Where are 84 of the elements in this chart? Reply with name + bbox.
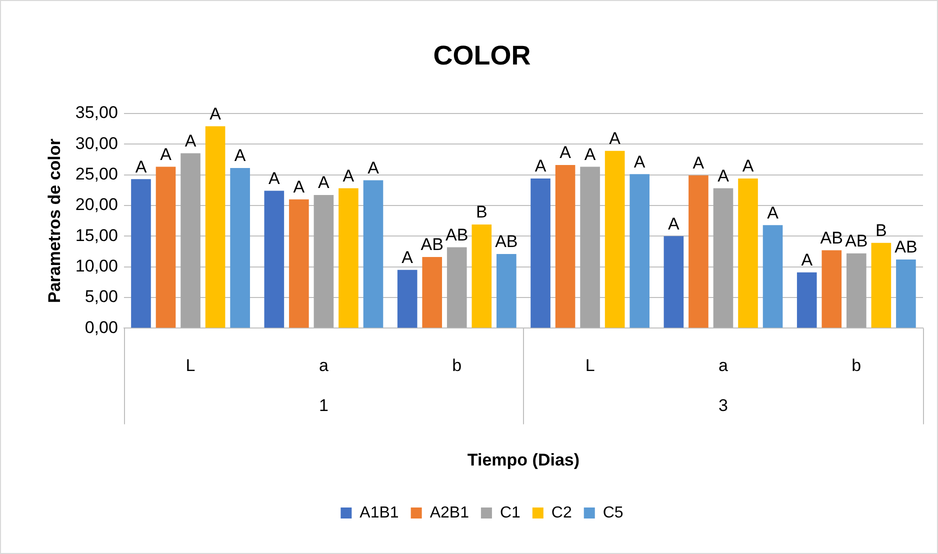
bar bbox=[363, 180, 384, 328]
data-label: A bbox=[160, 144, 172, 164]
bar bbox=[738, 178, 758, 328]
y-tick-label: 0,00 bbox=[84, 318, 118, 337]
data-label: B bbox=[476, 202, 488, 222]
bar bbox=[397, 270, 418, 328]
data-label: A bbox=[801, 250, 814, 270]
data-label: A bbox=[234, 146, 246, 166]
data-label: AB bbox=[820, 228, 843, 248]
legend-label: C5 bbox=[602, 504, 624, 522]
bar bbox=[289, 199, 309, 328]
x-tick-label: L bbox=[585, 356, 595, 376]
bar bbox=[264, 190, 284, 328]
bar bbox=[496, 254, 516, 328]
bar bbox=[446, 247, 467, 328]
data-label: A bbox=[609, 129, 622, 148]
bar bbox=[604, 150, 625, 328]
bar bbox=[422, 257, 442, 328]
x-tick-label: b bbox=[852, 356, 862, 376]
bar bbox=[156, 166, 176, 328]
data-label: A bbox=[584, 144, 596, 164]
x-axis-title: Tiempo (Dias) bbox=[467, 450, 580, 470]
y-tick-label: 10,00 bbox=[75, 256, 118, 276]
data-label: A bbox=[668, 214, 680, 234]
bar bbox=[846, 253, 866, 328]
y-tick-label: 35,00 bbox=[75, 103, 118, 122]
x-tick-label: a bbox=[318, 356, 329, 376]
y-tick-label: 25,00 bbox=[75, 164, 118, 184]
bar bbox=[871, 242, 892, 328]
data-label: A bbox=[268, 168, 280, 188]
bar bbox=[472, 224, 492, 328]
bar bbox=[131, 179, 151, 328]
y-tick-label: 15,00 bbox=[75, 226, 118, 245]
text: 3 bbox=[718, 396, 728, 415]
data-label: A bbox=[534, 156, 547, 176]
bar bbox=[580, 166, 600, 328]
legend-label: A2B1 bbox=[430, 504, 470, 522]
bar bbox=[630, 174, 650, 328]
data-label: A bbox=[742, 156, 754, 176]
x-tick-label: b bbox=[452, 356, 462, 376]
data-label: B bbox=[876, 221, 887, 240]
bar bbox=[314, 195, 334, 328]
bar bbox=[555, 164, 576, 328]
bar bbox=[180, 153, 200, 328]
text: 1 bbox=[318, 396, 328, 415]
data-label: A bbox=[402, 248, 414, 268]
bar bbox=[205, 126, 226, 328]
data-label: A bbox=[342, 166, 355, 186]
legend-label: C1 bbox=[500, 504, 521, 522]
bar bbox=[796, 272, 817, 328]
data-label: A bbox=[692, 154, 705, 173]
data-label: AB bbox=[420, 235, 444, 254]
data-label: AB bbox=[495, 232, 518, 252]
data-label: A bbox=[135, 157, 148, 176]
x-tick-label: a bbox=[718, 356, 728, 376]
data-label: AB bbox=[845, 232, 868, 251]
data-label: A bbox=[318, 173, 330, 192]
bar bbox=[664, 236, 684, 328]
legend-label: A1B1 bbox=[360, 504, 399, 522]
bar bbox=[822, 250, 842, 328]
chart-title: COLOR bbox=[433, 40, 531, 71]
data-label: A bbox=[718, 166, 730, 186]
data-label: AB bbox=[446, 225, 468, 244]
y-tick-label: 30,00 bbox=[75, 134, 118, 153]
data-label: A bbox=[767, 203, 780, 222]
data-label: A bbox=[184, 131, 197, 150]
data-label: A bbox=[368, 158, 380, 178]
x-tick-label: L bbox=[186, 356, 196, 376]
bar bbox=[896, 259, 916, 328]
bar bbox=[530, 178, 550, 328]
data-label: AB bbox=[894, 238, 918, 257]
y-tick-label: 5,00 bbox=[84, 287, 118, 306]
data-label: A bbox=[634, 152, 646, 172]
bar bbox=[688, 175, 708, 328]
bar bbox=[762, 225, 783, 328]
y-axis-title: Parametros de color bbox=[44, 138, 64, 304]
bar bbox=[230, 168, 250, 328]
data-label: A bbox=[293, 178, 306, 197]
bar bbox=[338, 188, 358, 328]
y-tick-label: 20,00 bbox=[75, 195, 118, 214]
data-label: A bbox=[560, 143, 572, 162]
bar bbox=[713, 188, 734, 328]
legend-label: C2 bbox=[551, 504, 572, 522]
data-label: A bbox=[210, 104, 222, 124]
